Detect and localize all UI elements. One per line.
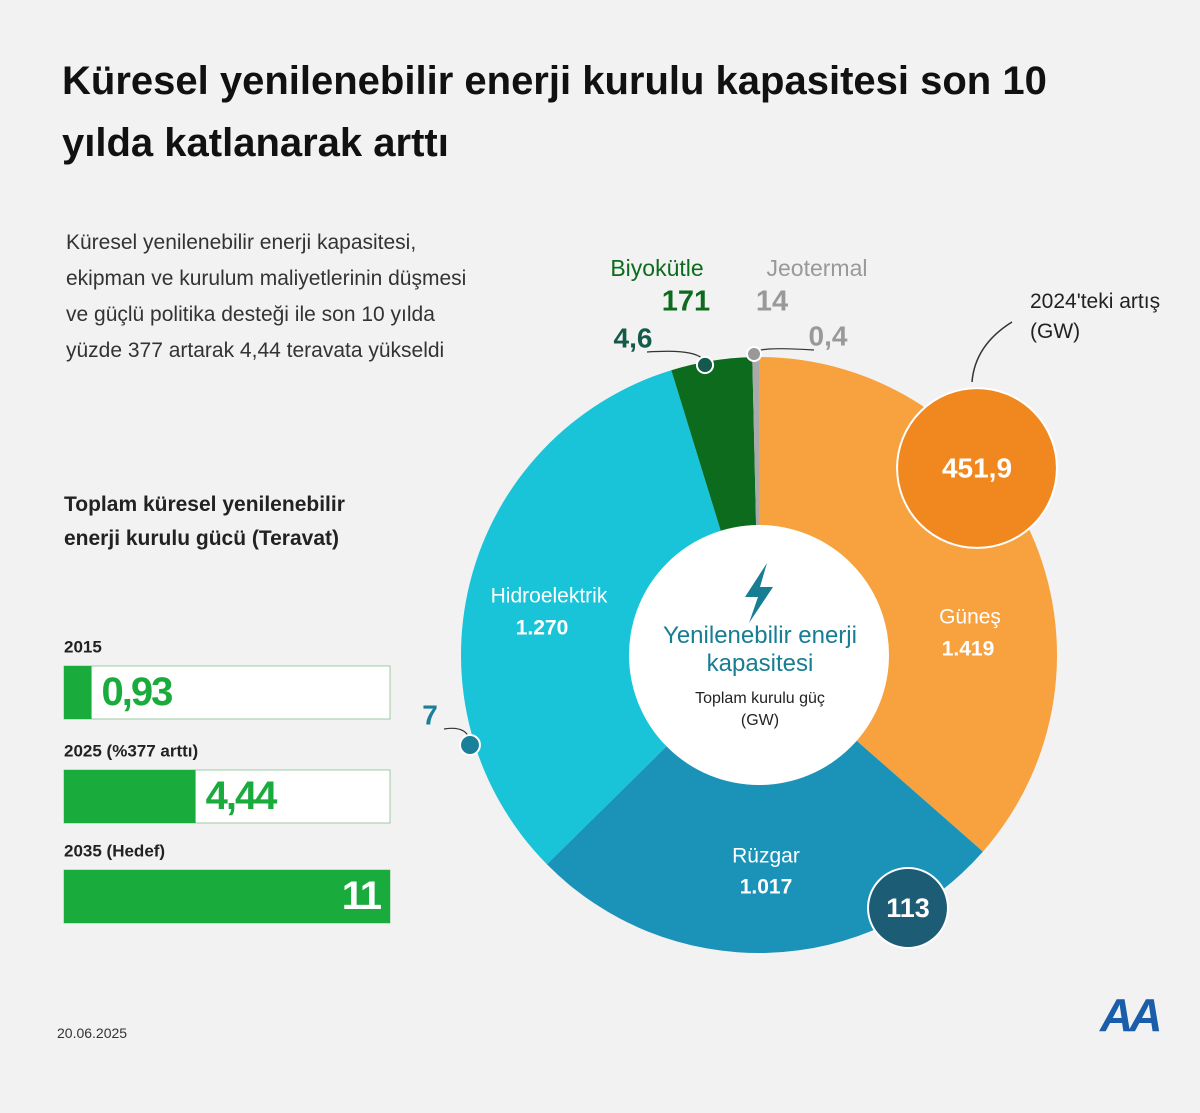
donut-segment — [461, 370, 759, 865]
logo: AA — [1100, 989, 1162, 1041]
increase-annotation: 2024'teki artış (GW) — [1030, 290, 1161, 343]
category-label: Güneş — [939, 606, 1001, 629]
increase-circle — [896, 387, 1058, 549]
description: Küresel yenilenebilir enerji kapasitesi,… — [66, 231, 467, 362]
donut-segment — [546, 655, 983, 953]
increase-label: 0,4 — [809, 320, 848, 351]
increase-circle — [867, 867, 949, 949]
bar-value-label: 0,93 — [102, 670, 173, 714]
category-label: Hidroelektrik — [491, 585, 608, 608]
value-label: 1.270 — [516, 617, 569, 640]
increase-circle — [746, 346, 762, 362]
bar-chart-title: Toplam küresel yenilenebilir enerji kuru… — [64, 493, 345, 550]
date: 20.06.2025 — [57, 1025, 128, 1041]
bar — [64, 666, 92, 719]
increase-label: 113 — [886, 893, 930, 923]
center-title: Yenilenebilir enerji kapasitesi — [663, 622, 857, 677]
value-label: 171 — [662, 286, 710, 318]
value-label: 1.419 — [942, 638, 995, 661]
category-label: Biyokütle — [610, 255, 703, 281]
increase-label: 4,6 — [614, 322, 653, 353]
bar — [64, 770, 196, 823]
bar-frame — [63, 665, 391, 720]
bar-category-label: 2015 — [64, 637, 102, 656]
bolt-icon — [745, 563, 773, 623]
value-label: 1.017 — [740, 876, 793, 899]
bar-category-label: 2035 (Hedef) — [64, 841, 165, 860]
increase-circle — [459, 734, 481, 756]
bar-value-label: 4,44 — [206, 774, 279, 818]
category-label: Jeotermal — [767, 255, 868, 281]
increase-leader — [753, 348, 815, 355]
increase-label: 451,9 — [942, 452, 1012, 483]
increase-label: 7 — [422, 699, 438, 730]
bar-category-label: 2025 (%377 arttı) — [64, 741, 198, 760]
center-subtitle: Toplam kurulu güç (GW) — [695, 690, 825, 729]
bar-value-label: 11 — [342, 874, 382, 918]
value-label: 14 — [756, 286, 788, 318]
increase-circle — [695, 355, 715, 375]
annotation-leader — [971, 321, 1013, 383]
bar — [64, 870, 390, 923]
category-label: Rüzgar — [732, 845, 800, 868]
title: Küresel yenilenebilir enerji kurulu kapa… — [62, 59, 1047, 165]
center-circle — [629, 525, 889, 785]
